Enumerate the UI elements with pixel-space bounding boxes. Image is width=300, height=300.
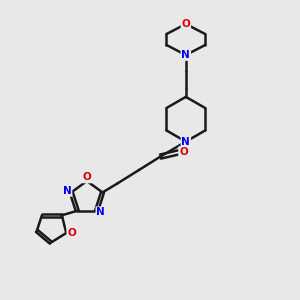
Text: N: N [96,207,105,217]
Text: O: O [182,19,190,29]
Text: N: N [182,50,190,60]
Text: N: N [182,136,190,147]
Text: O: O [67,228,76,238]
Text: N: N [63,186,71,196]
Text: O: O [82,172,91,182]
Text: O: O [179,147,188,157]
